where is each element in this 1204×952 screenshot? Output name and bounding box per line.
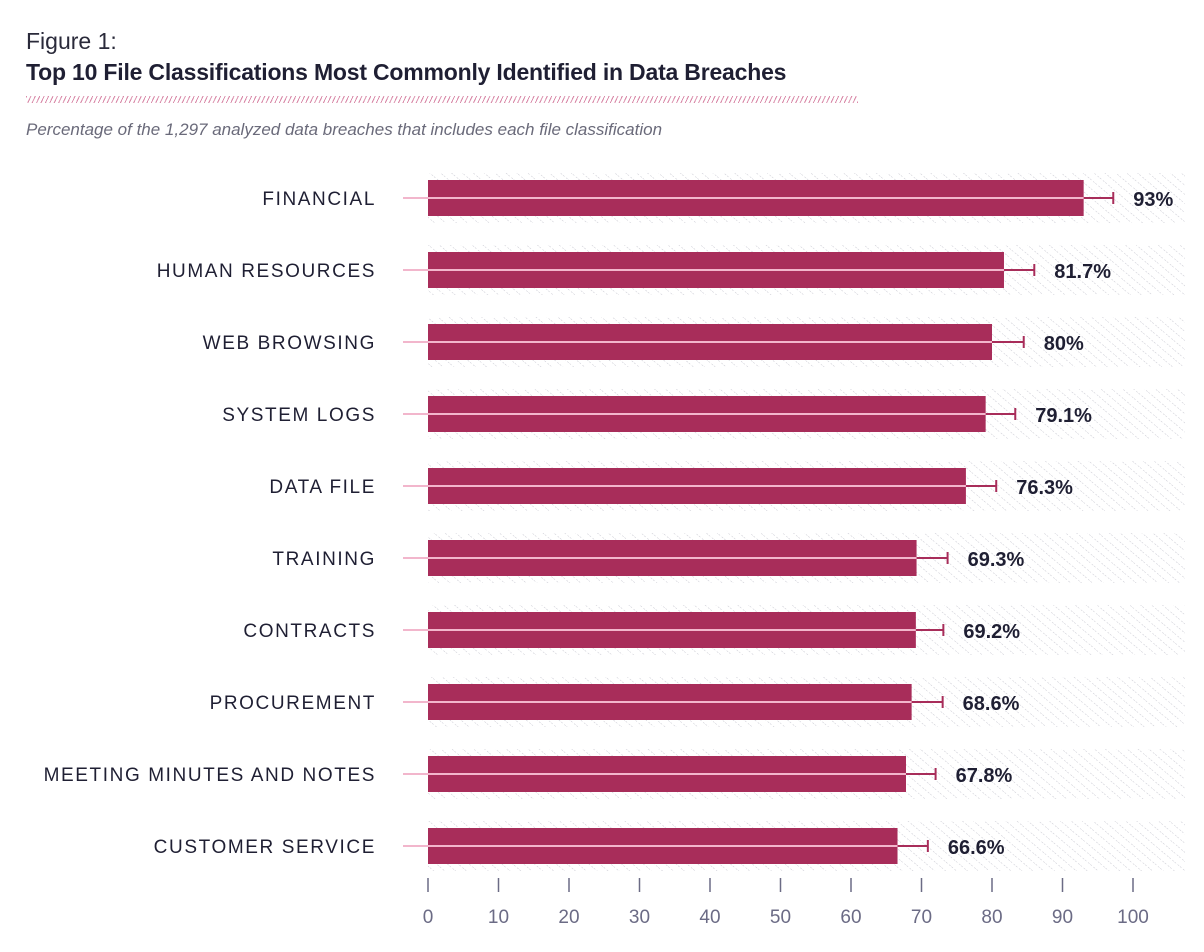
x-tick-label: 30 bbox=[629, 907, 650, 928]
x-tick-label: 10 bbox=[488, 907, 509, 928]
value-label: 80% bbox=[1044, 333, 1084, 355]
x-tick-label: 90 bbox=[1052, 907, 1073, 928]
x-tick-label: 60 bbox=[840, 907, 861, 928]
x-tick-label: 20 bbox=[558, 907, 579, 928]
x-axis: 0 10 20 30 40 50 60 70 80 90 100 bbox=[423, 878, 1149, 928]
bar-chart: FINANCIAL 93% HUMAN RESOURCES 81.7% WEB BROW… bbox=[44, 173, 1185, 928]
category-label: WEB BROWSING bbox=[203, 333, 376, 354]
x-tick-label: 100 bbox=[1117, 907, 1149, 928]
value-label: 76.3% bbox=[1016, 477, 1073, 499]
category-label: MEETING MINUTES AND NOTES bbox=[44, 765, 376, 786]
category-label: PROCUREMENT bbox=[210, 693, 376, 714]
x-tick-label: 0 bbox=[423, 907, 434, 928]
category-label: HUMAN RESOURCES bbox=[157, 261, 376, 282]
category-label: TRAINING bbox=[272, 549, 376, 570]
category-label: DATA FILE bbox=[269, 477, 376, 498]
value-label: 68.6% bbox=[963, 693, 1020, 715]
x-tick-label: 40 bbox=[699, 907, 720, 928]
category-label: CUSTOMER SERVICE bbox=[154, 837, 376, 858]
category-label: CONTRACTS bbox=[243, 621, 376, 642]
x-tick-label: 70 bbox=[911, 907, 932, 928]
figure-label: Figure 1: bbox=[26, 28, 117, 54]
title-underline-decoration bbox=[26, 96, 858, 103]
value-label: 69.2% bbox=[963, 621, 1020, 643]
category-label: SYSTEM LOGS bbox=[222, 405, 376, 426]
value-label: 67.8% bbox=[956, 765, 1013, 787]
value-label: 79.1% bbox=[1035, 405, 1092, 427]
category-label: FINANCIAL bbox=[262, 189, 376, 210]
x-tick-label: 80 bbox=[981, 907, 1002, 928]
value-label: 69.3% bbox=[968, 549, 1025, 571]
bars-group: FINANCIAL 93% HUMAN RESOURCES 81.7% WEB BROW… bbox=[44, 180, 1174, 864]
value-label: 81.7% bbox=[1054, 261, 1111, 283]
value-label: 93% bbox=[1133, 189, 1173, 211]
value-label: 66.6% bbox=[948, 837, 1005, 859]
x-tick-label: 50 bbox=[770, 907, 791, 928]
chart-subtitle: Percentage of the 1,297 analyzed data br… bbox=[26, 120, 663, 139]
chart-title: Top 10 File Classifications Most Commonl… bbox=[26, 59, 787, 85]
